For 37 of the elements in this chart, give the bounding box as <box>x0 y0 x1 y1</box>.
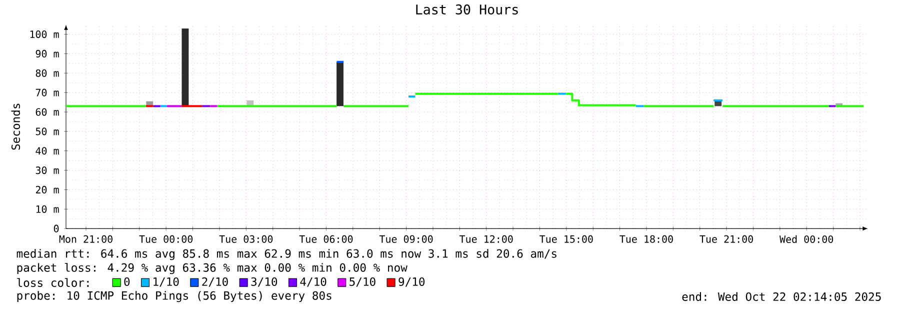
y-axis-title: Seconds <box>11 104 20 150</box>
text: probe: 10 ICMP Echo Pings (56 Bytes) every 80s <box>17 291 332 302</box>
x-tick-label: Mon 21:00 <box>59 235 112 244</box>
x-tick-label: Tue 03:00 <box>219 235 273 244</box>
text: packet loss: 4.29 % avg 63.36 % max 0.00 % min 0.00 % now <box>17 263 408 274</box>
x-tick-label: Tue 15:00 <box>540 235 593 244</box>
text: end: Wed Oct 22 02:14:05 2025 <box>682 292 881 302</box>
x-tick-label: Wed 00:00 <box>780 236 834 244</box>
y-tick-label: 70 m <box>36 89 59 97</box>
y-tick-label: 50 m <box>36 128 59 136</box>
legend-title: loss color: <box>17 278 89 288</box>
y-tick-label: 30 m <box>36 166 59 174</box>
y-tick-label: 40 m <box>36 147 59 155</box>
x-tick-label: Tue 18:00 <box>620 235 673 244</box>
y-tick-label: 90 m <box>36 50 59 58</box>
legend-label: 9/10 <box>398 278 425 288</box>
legend-label: 1/10 <box>154 278 179 288</box>
x-tick-label: Tue 12:00 <box>459 235 513 244</box>
legend-label: 3/10 <box>251 278 278 288</box>
chart-title: Last 30 Hours <box>416 4 518 15</box>
y-tick-label: 0 <box>54 225 59 233</box>
y-tick-label: 60 m <box>36 108 59 116</box>
y-tick-label: 100 m <box>30 30 59 38</box>
legend-label: 0 <box>124 278 130 286</box>
y-tick-label: 20 m <box>36 186 59 194</box>
x-tick-label: Tue 00:00 <box>139 235 193 244</box>
y-tick-label: 80 m <box>36 70 59 78</box>
x-tick-label: Tue 09:00 <box>379 235 433 244</box>
legend-label: 4/10 <box>300 278 326 288</box>
bar <box>336 62 344 106</box>
legend-label: 5/10 <box>350 278 376 288</box>
legend-label: 2/10 <box>202 278 228 288</box>
bar <box>182 28 189 106</box>
text: median rtt: 64.6 ms avg 85.8 ms max 62.9 ms min 63.0 ms now 3.1 ms sd 20.6 am/s <box>16 249 556 260</box>
y-tick-label: 10 m <box>36 206 59 214</box>
x-tick-label: Tue 21:00 <box>700 235 753 244</box>
x-tick-label: Tue 06:00 <box>299 235 353 244</box>
